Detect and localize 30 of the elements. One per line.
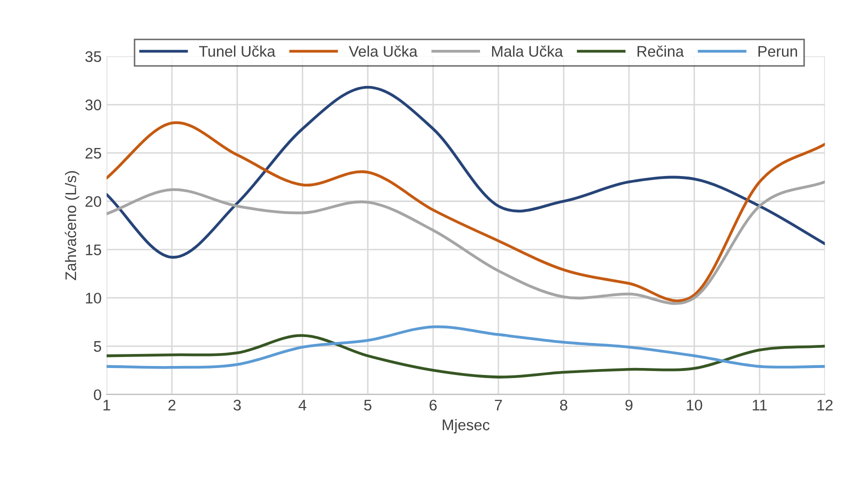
y-tick-label: 30 (85, 100, 102, 110)
legend-label: Rečina (638, 46, 684, 57)
x-tick-label: 12 (818, 400, 833, 410)
x-tick-label: 3 (234, 400, 241, 411)
x-tick-label: 8 (560, 400, 568, 411)
legend-label: Mala Učka (492, 46, 564, 57)
y-tick-label: 25 (86, 148, 102, 159)
y-tick-label: 5 (94, 341, 102, 352)
x-tick-label: 1 (104, 400, 110, 410)
x-axis-title: Mjesec (442, 419, 490, 434)
x-tick-label: 2 (168, 400, 176, 410)
legend-label: Perun (758, 46, 798, 57)
y-tick-label: 0 (94, 389, 102, 400)
y-axis-title: Zahvaćeno (L/s) (64, 171, 80, 280)
line-series (106, 86, 825, 259)
legend-label: Tunel Učka (199, 46, 276, 57)
x-tick-label: 9 (625, 400, 632, 411)
x-tick-label: 7 (494, 400, 502, 410)
legend-label: Vela Učka (348, 46, 418, 57)
y-tick-label: 15 (86, 244, 102, 256)
x-tick-label: 5 (364, 400, 372, 411)
x-tick-label: 11 (752, 400, 767, 410)
x-tick-label: 4 (298, 400, 306, 410)
x-tick-label: 6 (430, 400, 437, 411)
x-tick-label: 10 (686, 400, 702, 411)
y-tick-label: 20 (86, 196, 102, 207)
y-tick-label: 10 (86, 292, 102, 304)
y-tick-label: 35 (85, 51, 102, 62)
line-series (106, 325, 825, 369)
line-series (106, 334, 825, 378)
